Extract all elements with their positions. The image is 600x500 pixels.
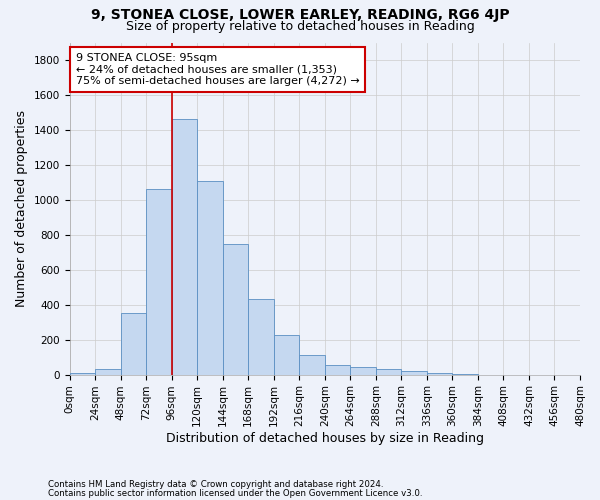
Text: 9 STONEA CLOSE: 95sqm
← 24% of detached houses are smaller (1,353)
75% of semi-d: 9 STONEA CLOSE: 95sqm ← 24% of detached … (76, 53, 359, 86)
Bar (70, 373, 95, 374)
Bar (376, 370, 401, 374)
Bar (401, 371, 427, 374)
Bar (325, 365, 350, 374)
Bar (274, 336, 299, 374)
Y-axis label: Number of detached properties: Number of detached properties (15, 110, 28, 307)
Bar (172, 120, 197, 374)
Text: Contains public sector information licensed under the Open Government Licence v3: Contains public sector information licen… (48, 488, 422, 498)
X-axis label: Distribution of detached houses by size in Reading: Distribution of detached houses by size … (166, 432, 484, 445)
Text: 9, STONEA CLOSE, LOWER EARLEY, READING, RG6 4JP: 9, STONEA CLOSE, LOWER EARLEY, READING, … (91, 8, 509, 22)
Bar (427, 373, 452, 374)
Bar (248, 298, 274, 374)
Bar (121, 312, 146, 374)
Text: Size of property relative to detached houses in Reading: Size of property relative to detached ho… (125, 20, 475, 33)
Bar (299, 356, 325, 374)
Bar (95, 370, 121, 374)
Text: Contains HM Land Registry data © Crown copyright and database right 2024.: Contains HM Land Registry data © Crown c… (48, 480, 383, 489)
Bar (223, 244, 248, 374)
Bar (350, 366, 376, 374)
Bar (146, 190, 172, 374)
Bar (197, 180, 223, 374)
